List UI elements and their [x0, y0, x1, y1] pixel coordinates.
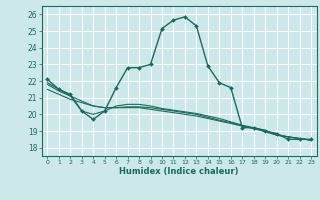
X-axis label: Humidex (Indice chaleur): Humidex (Indice chaleur) — [119, 167, 239, 176]
